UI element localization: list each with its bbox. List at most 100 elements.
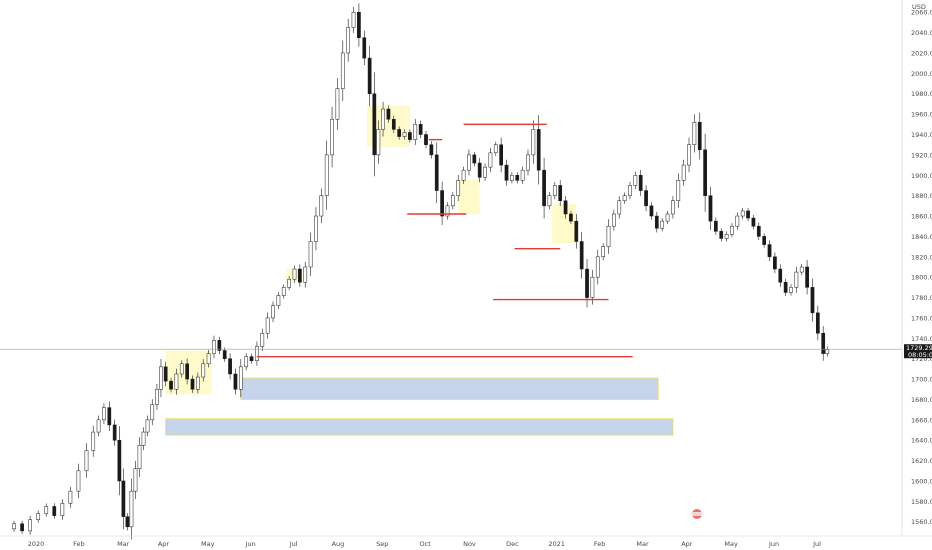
y-tick-label: 1580.000 xyxy=(911,498,932,506)
x-tick-label[interactable]: Jul xyxy=(812,540,821,548)
candle-body-18 xyxy=(125,516,130,528)
candle-body-67 xyxy=(376,129,381,156)
candle-body-60 xyxy=(340,52,345,89)
candle-body-2 xyxy=(20,523,24,532)
candle-body-37 xyxy=(217,340,222,351)
candle-body-115 xyxy=(633,175,638,186)
candle-body-136 xyxy=(746,210,750,219)
candle-body-135 xyxy=(740,210,745,217)
candle-body-34 xyxy=(201,363,206,378)
candle-body-68 xyxy=(381,108,385,130)
x-tick-label[interactable]: Dec xyxy=(506,540,519,548)
candle-body-39 xyxy=(228,358,232,375)
candle-body-56 xyxy=(319,195,324,217)
x-axis-ticks[interactable]: 2020 Feb Mar Apr May Jun Jul Aug Sep Oct Nov Dec 202… xyxy=(28,540,821,548)
candle-body-65 xyxy=(367,57,372,94)
candle-body-119 xyxy=(654,215,659,229)
x-tick-label[interactable]: Apr xyxy=(158,540,170,548)
candle-body-116 xyxy=(638,175,643,191)
candle-body-129 xyxy=(708,195,713,222)
candle-body-31 xyxy=(185,363,189,380)
candle-body-73 xyxy=(408,132,412,140)
candle-body-105 xyxy=(579,241,584,270)
candle-body-109 xyxy=(601,246,605,258)
candle-body-23 xyxy=(145,419,150,433)
x-tick-label[interactable]: Feb xyxy=(73,540,85,548)
x-tick-label[interactable]: May xyxy=(724,540,738,548)
candle-body-14 xyxy=(107,407,112,426)
x-tick-label[interactable]: May xyxy=(201,540,215,548)
candle-body-91 xyxy=(504,164,509,181)
x-tick-label[interactable]: Mar xyxy=(117,540,130,548)
x-tick-label[interactable]: Aug xyxy=(332,540,345,548)
plot-area-background xyxy=(0,0,902,536)
candle-body-63 xyxy=(357,11,361,38)
x-tick-label[interactable]: Nov xyxy=(463,540,476,548)
candle-body-46 xyxy=(265,317,270,334)
y-tick-label: 1860.000 xyxy=(911,213,932,221)
candle-body-43 xyxy=(249,356,254,361)
x-tick-label[interactable]: Jun xyxy=(245,540,256,548)
candle-body-69 xyxy=(386,108,391,120)
candle-body-143 xyxy=(783,282,788,293)
candle-body-33 xyxy=(196,376,200,390)
current-price-countdown: 08:05:09 xyxy=(908,351,932,359)
x-tick-label[interactable]: Apr xyxy=(681,540,693,548)
x-tick-label[interactable]: Sep xyxy=(376,540,388,548)
candle-body-82 xyxy=(456,180,461,196)
candle-body-4 xyxy=(36,513,41,520)
candle-body-120 xyxy=(660,220,665,229)
candle-body-6 xyxy=(52,506,57,516)
candle-body-77 xyxy=(429,144,434,156)
candle-body-52 xyxy=(298,268,302,283)
demand-zone-1[interactable] xyxy=(165,418,674,436)
candle-body-142 xyxy=(778,268,783,283)
candle-body-61 xyxy=(346,27,351,54)
y-axis-unit-label: USD xyxy=(912,3,926,11)
candle-body-42 xyxy=(244,356,249,368)
candle-body-26 xyxy=(159,366,163,390)
candle-body-38 xyxy=(222,350,227,359)
x-tick-label[interactable]: Jul xyxy=(289,540,298,548)
candle-body-15 xyxy=(112,424,117,441)
candle-body-113 xyxy=(622,195,627,201)
candle-body-10 xyxy=(84,450,89,472)
y-tick-label: 1940.000 xyxy=(911,131,932,139)
demand-zone-0[interactable] xyxy=(240,377,659,400)
candle-body-16 xyxy=(117,439,122,482)
candle-body-93 xyxy=(515,175,520,181)
candle-body-76 xyxy=(424,134,428,145)
candle-body-7 xyxy=(60,503,65,516)
y-tick-label: 1700.000 xyxy=(911,376,932,384)
candle-body-5 xyxy=(44,506,49,514)
candle-body-149 xyxy=(815,312,820,334)
x-tick-label[interactable]: 2021 xyxy=(548,540,565,548)
x-tick-label[interactable]: Feb xyxy=(594,540,606,548)
candle-body-79 xyxy=(440,190,444,217)
candle-body-12 xyxy=(96,419,101,433)
candle-body-88 xyxy=(488,152,493,168)
y-tick-label: 1720.000 xyxy=(911,355,932,363)
x-tick-label[interactable]: Oct xyxy=(420,540,432,548)
candle-body-114 xyxy=(628,185,632,196)
tradingview-logo-icon[interactable] xyxy=(690,509,704,519)
y-tick-label: 1820.000 xyxy=(911,253,932,261)
candle-body-35 xyxy=(206,353,211,365)
y-tick-label: 1600.000 xyxy=(911,477,932,485)
candle-body-123 xyxy=(676,180,681,201)
x-tick-label[interactable]: Jun xyxy=(768,540,779,548)
candle-body-118 xyxy=(649,205,654,217)
candle-body-125 xyxy=(687,144,691,166)
candle-body-104 xyxy=(574,220,579,242)
candle-body-40 xyxy=(233,373,238,390)
y-tick-label: 1620.000 xyxy=(911,457,932,465)
y-tick-label: 1980.000 xyxy=(911,90,932,98)
x-tick-label[interactable]: Mar xyxy=(636,540,649,548)
candle-body-94 xyxy=(520,169,525,181)
candle-body-9 xyxy=(76,470,81,492)
x-tick-label[interactable]: 2020 xyxy=(28,540,45,548)
candle-body-62 xyxy=(351,11,356,28)
candle-body-11 xyxy=(91,431,96,451)
candle-body-17 xyxy=(121,480,126,517)
